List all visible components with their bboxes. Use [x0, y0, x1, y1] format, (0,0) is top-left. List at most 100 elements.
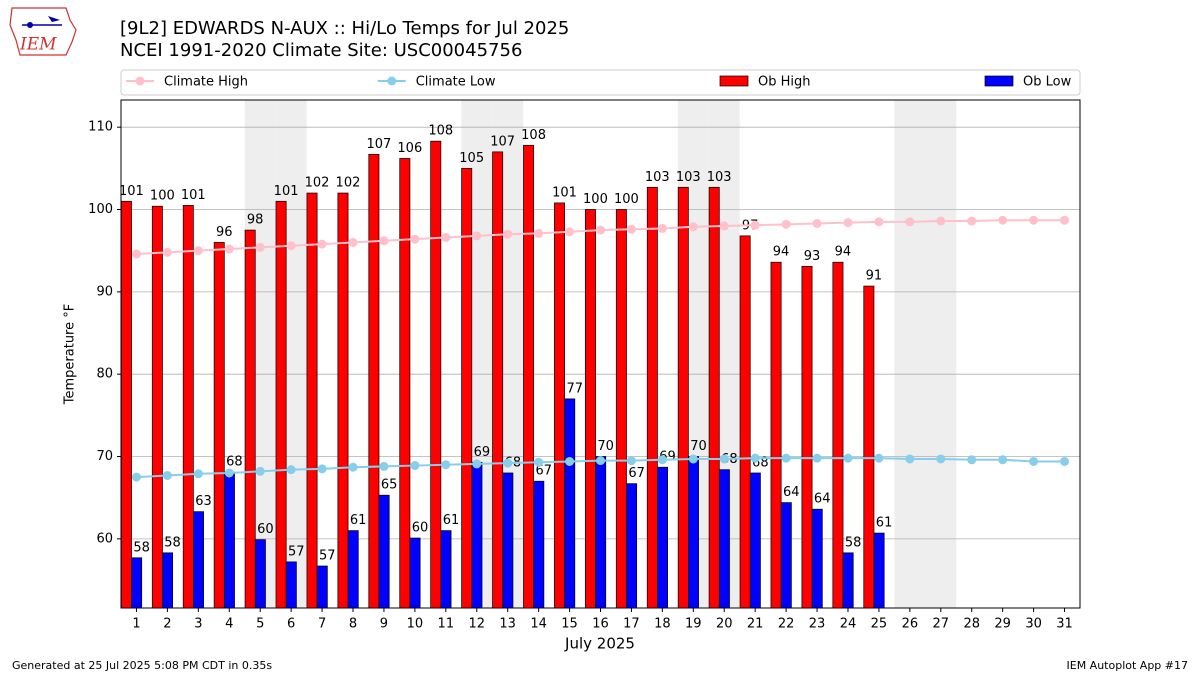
line-point	[286, 241, 296, 251]
line-point	[534, 457, 544, 467]
bar-value-label: 102	[336, 176, 361, 191]
line-point	[224, 244, 234, 254]
bar	[832, 261, 844, 609]
bar	[554, 202, 565, 609]
line-point	[905, 217, 915, 227]
x-tick-label: 12	[468, 617, 485, 632]
line-point	[781, 453, 791, 463]
bar-value-label: 101	[181, 188, 206, 203]
y-tick-label: 110	[88, 120, 113, 135]
line-point	[472, 459, 482, 469]
line-point	[224, 468, 234, 478]
line-point	[874, 217, 884, 227]
bar	[677, 186, 689, 609]
bar	[254, 539, 266, 609]
x-tick-label: 30	[1025, 617, 1042, 632]
line-point	[719, 221, 729, 231]
bar-value-label: 108	[428, 124, 453, 139]
bar	[409, 537, 421, 609]
x-tick-label: 20	[716, 617, 733, 632]
bar	[708, 186, 720, 609]
bar	[749, 472, 761, 609]
bar	[151, 205, 163, 609]
bar-value-label: 64	[814, 492, 831, 507]
logo-text: IEM	[19, 35, 57, 55]
bar	[646, 186, 658, 609]
x-tick-label: 2	[163, 617, 171, 632]
footer-left: Generated at 25 Jul 2025 5:08 PM CDT in …	[12, 659, 272, 672]
line-point	[255, 466, 265, 476]
x-tick-label: 24	[840, 617, 857, 632]
x-tick-label: 22	[778, 617, 795, 632]
bar	[193, 511, 204, 609]
line-point	[255, 242, 265, 252]
bar-value-label: 105	[459, 151, 484, 166]
bar-value-label: 68	[226, 455, 243, 470]
bar-value-label: 64	[783, 485, 800, 500]
bar	[688, 456, 699, 609]
line-point	[286, 465, 296, 475]
bar-value-label: 94	[835, 245, 852, 260]
x-tick-label: 11	[438, 617, 455, 632]
weekend-band	[925, 100, 957, 608]
x-tick-label: 28	[963, 617, 980, 632]
x-tick-label: 5	[256, 617, 264, 632]
x-tick-label: 23	[809, 617, 826, 632]
x-tick-label: 14	[530, 617, 547, 632]
bar-value-label: 93	[804, 249, 821, 264]
bar	[492, 151, 504, 609]
bar	[162, 552, 174, 609]
x-tick-label: 13	[499, 617, 516, 632]
bar-value-label: 65	[381, 478, 398, 493]
x-tick-label: 4	[225, 617, 233, 632]
bar	[718, 469, 730, 609]
bar	[306, 192, 318, 609]
bar	[842, 552, 854, 609]
bar-value-label: 103	[676, 170, 701, 185]
bar	[378, 494, 390, 609]
line-point	[565, 227, 575, 237]
y-tick-label: 60	[96, 531, 113, 546]
bar	[120, 200, 132, 609]
bar-value-label: 60	[412, 521, 429, 536]
bar-value-label: 100	[583, 192, 608, 207]
line-point	[565, 456, 575, 466]
y-axis-label: Temperature °F	[63, 304, 78, 405]
line-point	[348, 462, 358, 472]
line-point	[626, 224, 636, 234]
chart-subtitle: NCEI 1991-2020 Climate Site: USC00045756	[120, 40, 522, 61]
legend-frame	[120, 69, 1081, 96]
line-point	[410, 234, 420, 244]
line-point	[905, 454, 915, 464]
legend-item: Climate Low	[377, 75, 496, 90]
x-axis-label: July 2025	[564, 635, 635, 653]
bar	[863, 285, 875, 609]
bar	[182, 205, 194, 609]
line-point	[781, 219, 791, 229]
bar-value-label: 58	[164, 535, 181, 550]
legend-marker	[387, 76, 397, 86]
bar-value-label: 61	[876, 516, 893, 531]
x-tick-label: 27	[933, 617, 950, 632]
bar-value-label: 101	[274, 184, 299, 199]
legend-swatch	[719, 75, 749, 87]
bar-value-label: 101	[119, 184, 144, 199]
line-point	[1029, 215, 1039, 225]
line-point	[317, 239, 327, 249]
line-point	[998, 215, 1008, 225]
bar	[584, 209, 596, 609]
x-tick-label: 18	[654, 617, 671, 632]
bar-value-label: 107	[490, 134, 515, 149]
line-point	[193, 246, 203, 256]
bar-value-label: 60	[257, 522, 274, 537]
line-point	[688, 222, 698, 232]
bar	[801, 265, 813, 609]
line-point	[812, 453, 822, 463]
line-point	[812, 219, 822, 229]
line-point	[874, 453, 884, 463]
line-point	[596, 456, 605, 466]
bar-value-label: 67	[536, 464, 553, 479]
bar-value-label: 103	[707, 170, 732, 185]
bar	[275, 200, 287, 609]
bar-value-label: 103	[645, 170, 670, 185]
